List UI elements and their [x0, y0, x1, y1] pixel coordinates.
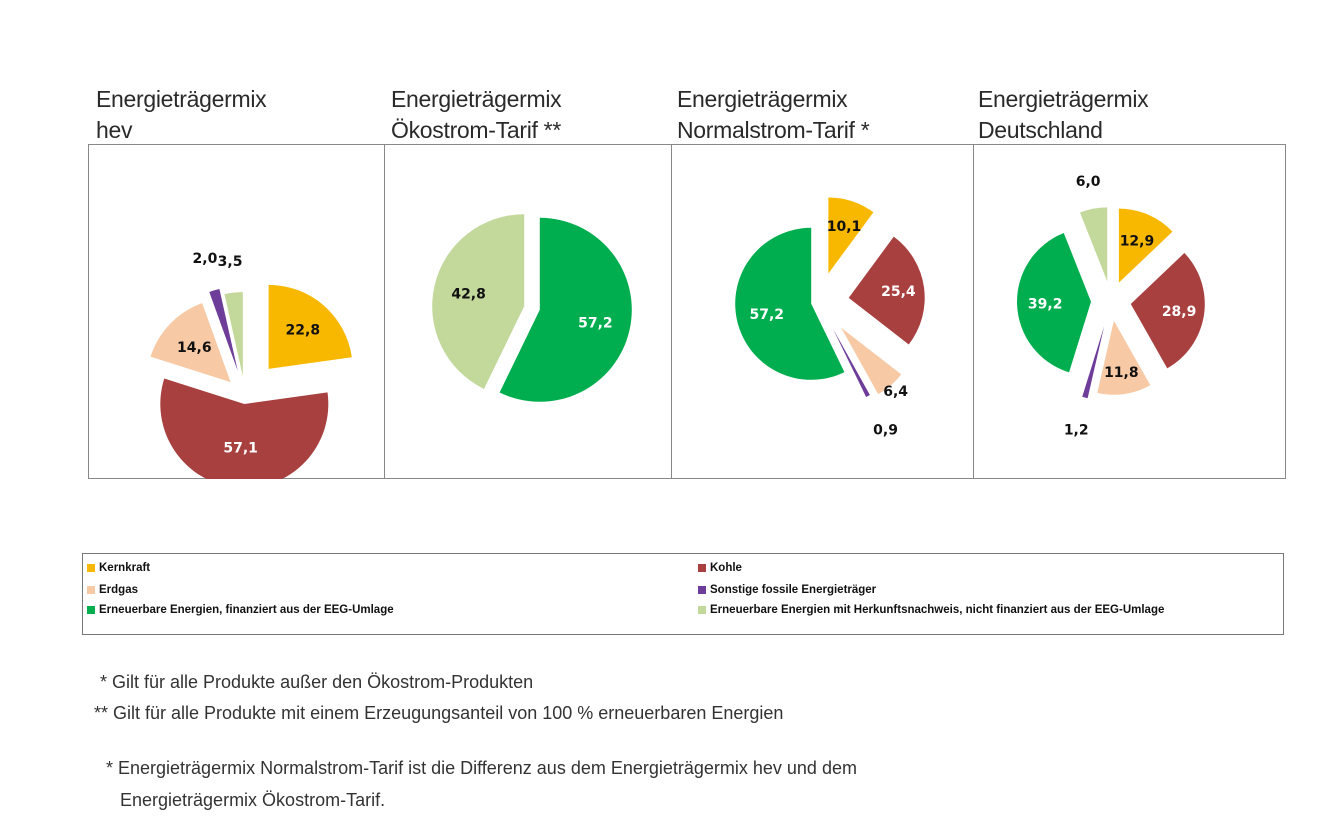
pie-slice-kernkraft [828, 197, 874, 274]
pie-slice-kohle [848, 236, 925, 345]
pie-slice-herkunft [224, 292, 243, 377]
pie-slice-kohle [1130, 252, 1205, 369]
legend: Kernkraft Kohle Erdgas Sonstige fossile … [82, 553, 1284, 635]
legend-swatch [87, 586, 95, 594]
data-label-kohle: 57,1 [223, 440, 258, 456]
pie-slice-eeg [499, 217, 632, 402]
pie-chart: 57,2 42,8 [432, 214, 632, 402]
data-label-herkunft: 6,0 [1076, 174, 1101, 190]
data-label-erdgas: 14,6 [177, 340, 212, 356]
chart-title-line: Energieträgermix [96, 86, 267, 112]
chart-title-normalstrom: Energieträgermix Normalstrom-Tarif * [677, 84, 870, 146]
data-label-sonstige: 1,2 [1064, 423, 1089, 439]
pie-chart: 10,1 25,4 6,4 0,9 57,2 [735, 197, 925, 439]
legend-swatch [87, 564, 95, 572]
legend-swatch [698, 586, 706, 594]
legend-item-kernkraft: Kernkraft [87, 562, 150, 574]
data-label-erdgas: 11,8 [1104, 365, 1139, 381]
chart-title-hev: Energieträgermix hev [96, 84, 267, 146]
pie-slice-erdgas [150, 303, 231, 383]
chart-title-line: Normalstrom-Tarif * [677, 117, 870, 143]
pie-slice-sonstige [1082, 326, 1105, 399]
chart-frame [88, 144, 1286, 479]
legend-item-eeg: Erneuerbare Energien, finanziert aus der… [87, 604, 394, 616]
legend-swatch [87, 606, 95, 614]
legend-item-herkunft: Erneuerbare Energien mit Herkunftsnachwe… [698, 604, 1164, 616]
legend-label: Erdgas [99, 584, 138, 596]
pie-chart: 12,9 28,9 11,8 1,2 39,2 6,0 [1017, 174, 1205, 439]
data-label-eeg: 57,2 [749, 307, 784, 323]
pie-charts-svg: 22,8 57,1 14,6 2,0 3,5 57,2 42,8 10,1 25,4 6,4 0,9… [88, 144, 1286, 479]
pie-slice-sonstige [832, 328, 870, 397]
legend-label: Sonstige fossile Energieträger [710, 584, 877, 596]
footnote-3: * Energieträgermix Normalstrom-Tarif ist… [106, 758, 857, 778]
pie-slice-sonstige [209, 289, 238, 372]
pie-slice-kohle [160, 378, 329, 479]
legend-label: Kernkraft [99, 562, 151, 574]
data-label-kernkraft: 10,1 [827, 219, 862, 235]
chart-title-line: Ökostrom-Tarif ** [391, 117, 561, 143]
legend-label: Kohle [710, 562, 742, 574]
pie-slice-herkunft [1080, 207, 1108, 282]
pie-slice-erdgas [1097, 320, 1151, 395]
legend-item-sonstige: Sonstige fossile Energieträger [698, 584, 876, 596]
pie-chart: 22,8 57,1 14,6 2,0 3,5 [150, 251, 352, 479]
legend-item-kohle: Kohle [698, 562, 742, 574]
data-label-herkunft: 42,8 [451, 286, 486, 302]
chart-title-oekostrom: Energieträgermix Ökostrom-Tarif ** [391, 84, 562, 146]
footnote-2: ** Gilt für alle Produkte mit einem Erze… [94, 703, 784, 723]
footnote-4: Energieträgermix Ökostrom-Tarif. [120, 790, 386, 810]
pie-slice-herkunft [432, 214, 525, 389]
legend-swatch [698, 564, 706, 572]
pie-slice-kernkraft [268, 284, 352, 369]
pie-slice-eeg [1017, 232, 1092, 373]
legend-label: Erneuerbare Energien, finanziert aus der… [99, 604, 394, 616]
chart-title-line: Energieträgermix [677, 86, 848, 112]
chart-title-line: Energieträgermix [978, 86, 1149, 112]
data-label-kohle: 28,9 [1162, 304, 1197, 320]
footnote-1: * Gilt für alle Produkte außer den Ökost… [100, 672, 534, 692]
pie-slice-erdgas [841, 327, 902, 395]
data-label-kernkraft: 22,8 [286, 323, 321, 339]
data-label-eeg: 39,2 [1028, 296, 1063, 312]
pie-slice-kernkraft [1118, 208, 1173, 283]
legend-item-erdgas: Erdgas [87, 584, 138, 596]
chart-title-line: Deutschland [978, 117, 1103, 143]
chart-title-line: Energieträgermix [391, 86, 562, 112]
data-label-kohle: 25,4 [881, 284, 916, 300]
legend-swatch [698, 606, 706, 614]
data-label-eeg: 57,2 [578, 316, 613, 332]
data-label-sonstige: 2,0 [193, 251, 218, 267]
chart-title-line: hev [96, 117, 133, 143]
pie-charts-area: 22,8 57,1 14,6 2,0 3,5 57,2 42,8 10,1 25,4 6,4 0,9… [88, 144, 1286, 479]
legend-label: Erneuerbare Energien mit Herkunftsnachwe… [710, 604, 1165, 616]
data-label-kernkraft: 12,9 [1120, 233, 1155, 249]
data-label-sonstige: 0,9 [873, 423, 898, 439]
data-label-erdgas: 6,4 [883, 384, 908, 400]
data-label-herkunft: 3,5 [218, 254, 243, 270]
pie-slice-eeg [735, 227, 845, 380]
chart-title-deutschland: Energieträgermix Deutschland [978, 84, 1149, 146]
